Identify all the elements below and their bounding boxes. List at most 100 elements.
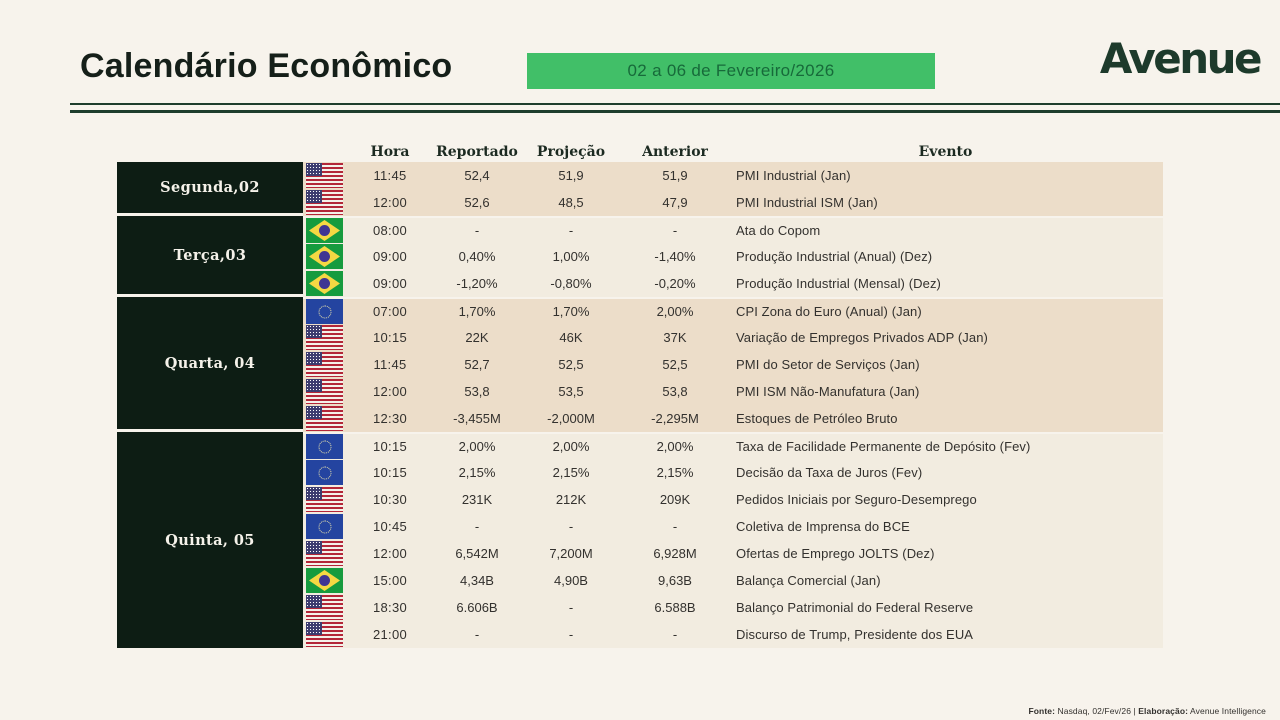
anterior-cell: 2,00%	[622, 432, 728, 459]
reportado-cell: 2,00%	[434, 432, 520, 459]
us-flag-canton	[306, 622, 322, 635]
divider-line-thick	[70, 110, 1280, 113]
evento-cell: Ata do Copom	[728, 216, 1163, 243]
period-badge-label: 02 a 06 de Fevereiro/2026	[627, 61, 835, 80]
flag-cell	[303, 378, 346, 405]
hora-cell: 09:00	[346, 243, 434, 270]
hora-cell: 09:00	[346, 270, 434, 297]
eu-flag-icon	[306, 299, 343, 324]
footer-elaboracao-value: Avenue Intelligence	[1190, 706, 1266, 716]
anterior-cell: 52,5	[622, 351, 728, 378]
anterior-cell: -	[622, 216, 728, 243]
us-flag-icon	[306, 541, 343, 566]
evento-cell: PMI Industrial (Jan)	[728, 162, 1163, 189]
hora-cell: 12:30	[346, 405, 434, 432]
reportado-cell: 4,34B	[434, 567, 520, 594]
avenue-logo: Avenue	[1099, 34, 1263, 83]
flag-cell	[303, 459, 346, 486]
reportado-cell: 2,15%	[434, 459, 520, 486]
footer-source: Fonte: Nasdaq, 02/Fev/26 | Elaboração: A…	[1028, 706, 1266, 716]
anterior-cell: -0,20%	[622, 270, 728, 297]
eu-flag-icon	[306, 460, 343, 485]
hora-cell: 07:00	[346, 297, 434, 324]
evento-cell: Variação de Empregos Privados ADP (Jan)	[728, 324, 1163, 351]
us-flag-canton	[306, 190, 322, 203]
brazil-flag-circle	[319, 251, 330, 262]
us-flag-canton	[306, 325, 322, 338]
projecao-cell: -2,000M	[520, 405, 622, 432]
flag-cell	[303, 405, 346, 432]
anterior-cell: -	[622, 513, 728, 540]
anterior-cell: 6.588B	[622, 594, 728, 621]
eu-flag-icon	[306, 434, 343, 459]
projecao-cell: 53,5	[520, 378, 622, 405]
projecao-cell: 212K	[520, 486, 622, 513]
evento-cell: Taxa de Facilidade Permanente de Depósit…	[728, 432, 1163, 459]
footer-fonte-value: Nasdaq, 02/Fev/26	[1057, 706, 1132, 716]
evento-cell: Balanço Patrimonial do Federal Reserve	[728, 594, 1163, 621]
eu-flag-icon	[306, 514, 343, 539]
anterior-cell: 53,8	[622, 378, 728, 405]
flag-cell	[303, 621, 346, 648]
projecao-cell: -	[520, 594, 622, 621]
evento-cell: PMI Industrial ISM (Jan)	[728, 189, 1163, 216]
eu-flag-stars	[318, 440, 331, 453]
hora-cell: 12:00	[346, 540, 434, 567]
brazil-flag-icon	[306, 271, 343, 296]
evento-cell: Estoques de Petróleo Bruto	[728, 405, 1163, 432]
day-label-block: Terça,03	[117, 216, 303, 297]
reportado-cell: 52,6	[434, 189, 520, 216]
us-flag-icon	[306, 325, 343, 350]
flag-cell	[303, 351, 346, 378]
us-flag-icon	[306, 406, 343, 431]
hora-cell: 12:00	[346, 189, 434, 216]
hora-cell: 11:45	[346, 162, 434, 189]
reportado-cell: 52,7	[434, 351, 520, 378]
reportado-cell: 6.606B	[434, 594, 520, 621]
evento-cell: Produção Industrial (Anual) (Dez)	[728, 243, 1163, 270]
day-label: Quinta, 05	[165, 531, 255, 549]
evento-cell: PMI do Setor de Serviços (Jan)	[728, 351, 1163, 378]
projecao-cell: 46K	[520, 324, 622, 351]
economic-calendar-table: Hora Reportado Projeção Anterior Evento …	[117, 140, 1163, 648]
anterior-cell: 2,00%	[622, 297, 728, 324]
eu-flag-stars	[318, 466, 331, 479]
projecao-cell: -0,80%	[520, 270, 622, 297]
page-title: Calendário Econômico	[80, 47, 453, 85]
flag-cell	[303, 162, 346, 189]
hora-cell: 18:30	[346, 594, 434, 621]
evento-cell: Balança Comercial (Jan)	[728, 567, 1163, 594]
hora-cell: 12:00	[346, 378, 434, 405]
projecao-cell: 51,9	[520, 162, 622, 189]
us-flag-canton	[306, 541, 322, 554]
reportado-cell: 1,70%	[434, 297, 520, 324]
reportado-cell: -	[434, 216, 520, 243]
us-flag-icon	[306, 190, 343, 215]
flag-cell	[303, 567, 346, 594]
hora-cell: 10:15	[346, 432, 434, 459]
hora-cell: 10:45	[346, 513, 434, 540]
flag-cell	[303, 216, 346, 243]
projecao-cell: -	[520, 513, 622, 540]
anterior-cell: 6,928M	[622, 540, 728, 567]
brazil-flag-circle	[319, 225, 330, 236]
reportado-cell: 53,8	[434, 378, 520, 405]
day-label: Terça,03	[173, 246, 247, 264]
evento-cell: CPI Zona do Euro (Anual) (Jan)	[728, 297, 1163, 324]
hora-cell: 11:45	[346, 351, 434, 378]
projecao-cell: 2,15%	[520, 459, 622, 486]
brazil-flag-icon	[306, 244, 343, 269]
flag-cell	[303, 189, 346, 216]
flag-cell	[303, 513, 346, 540]
us-flag-canton	[306, 406, 322, 419]
projecao-cell: 2,00%	[520, 432, 622, 459]
flag-cell	[303, 432, 346, 459]
evento-cell: Decisão da Taxa de Juros (Fev)	[728, 459, 1163, 486]
footer-separator: |	[1133, 706, 1136, 716]
anterior-cell: -2,295M	[622, 405, 728, 432]
flag-cell	[303, 270, 346, 297]
anterior-cell: 37K	[622, 324, 728, 351]
evento-cell: PMI ISM Não-Manufatura (Jan)	[728, 378, 1163, 405]
flag-cell	[303, 486, 346, 513]
projecao-cell: -	[520, 216, 622, 243]
